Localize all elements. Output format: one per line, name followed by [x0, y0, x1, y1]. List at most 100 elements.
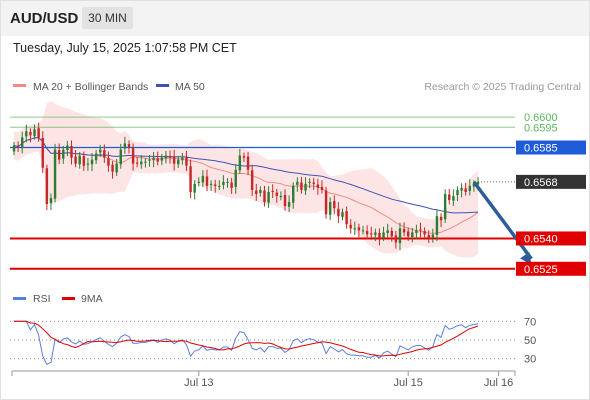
candle-body: [172, 156, 176, 164]
candle-body: [411, 232, 414, 238]
candle-body: [181, 157, 184, 161]
candle-body: [193, 183, 196, 193]
candle-body: [189, 166, 192, 192]
candle-body: [168, 156, 172, 158]
rsi-ma-legend-label: 9MA: [81, 293, 103, 305]
candle-body: [378, 233, 381, 239]
target-level-label: 0.6595: [524, 122, 558, 134]
last-price-label: 0.6568: [524, 177, 558, 189]
candle-body: [304, 183, 307, 191]
candle-body: [296, 181, 299, 185]
candle-body: [423, 230, 426, 235]
candle-body: [402, 228, 406, 233]
candle-body: [86, 163, 90, 165]
candle-body: [250, 170, 254, 190]
candle-body: [287, 202, 291, 207]
candle-body: [246, 156, 250, 170]
bollinger-band: [14, 101, 478, 258]
copyright-text: Research © 2025 Trading Central: [424, 81, 581, 93]
candle-body: [82, 156, 86, 166]
candle-body: [78, 155, 81, 165]
candle-body: [361, 230, 365, 232]
symbol-title: AUD/USD: [10, 10, 79, 27]
time-axis-label: Jul 16: [484, 377, 513, 389]
candle-body: [119, 149, 122, 165]
candle-body: [70, 146, 73, 158]
candle-body: [275, 192, 279, 197]
target-level-label: 0.6600: [524, 112, 558, 124]
rsi-line: [14, 320, 479, 365]
candle-body: [123, 143, 127, 149]
candle-body: [90, 159, 94, 165]
candle-body: [185, 156, 188, 166]
candle-body: [242, 156, 246, 158]
moving-averages: [13, 137, 479, 234]
candle-body: [115, 163, 118, 173]
candle-body: [456, 189, 459, 195]
rsi-ma-line: [14, 320, 479, 357]
candle-body: [353, 228, 357, 230]
candle-body: [66, 145, 69, 151]
candle-body: [255, 190, 258, 194]
ma50-legend-swatch: [156, 84, 169, 87]
candle-body: [300, 182, 303, 190]
candle-body: [41, 138, 44, 168]
candle-body: [37, 128, 40, 138]
candle-body: [374, 232, 377, 236]
candle-body: [328, 202, 332, 215]
resistance-level-tag: [516, 140, 586, 155]
candle-body: [312, 182, 315, 184]
candle-body: [29, 131, 32, 136]
candle-body: [448, 194, 451, 201]
support-level-tag: [516, 231, 586, 246]
candle-body: [394, 235, 398, 243]
candle-body: [144, 161, 147, 163]
trend-arrow: [472, 180, 533, 265]
candle-body: [213, 184, 217, 186]
candle-body: [177, 159, 180, 165]
candle-body: [390, 230, 393, 237]
candle-body: [439, 216, 443, 221]
rsi-tick-label: 70: [524, 316, 536, 328]
candle-body: [320, 186, 324, 190]
candle-body: [349, 224, 352, 229]
last-price-tag: [516, 174, 586, 189]
candle-body: [406, 231, 410, 237]
candle-body: [472, 183, 476, 187]
candle-body: [49, 198, 53, 204]
candle-body: [20, 137, 24, 149]
candle-body: [415, 230, 418, 233]
candle-body: [205, 176, 209, 186]
candle-body: [292, 185, 295, 203]
candle-body: [156, 158, 159, 162]
rsi-legend-label: RSI: [33, 293, 51, 305]
candle-body: [308, 181, 311, 183]
candle-body: [99, 149, 102, 153]
candle-body: [279, 196, 283, 198]
candle-body: [12, 145, 16, 152]
timeframe-badge[interactable]: 30 MIN: [82, 7, 133, 29]
candle-body: [222, 181, 225, 185]
support-level-tag: [516, 261, 586, 276]
candles: [12, 122, 480, 250]
candle-body: [267, 191, 270, 203]
candle-body: [324, 190, 328, 215]
candle-body: [271, 190, 274, 192]
candle-body: [33, 129, 36, 136]
candle-body: [62, 149, 65, 159]
candle-body: [94, 153, 98, 161]
candle-body: [283, 195, 287, 207]
candle-body: [140, 161, 143, 165]
candle-body: [152, 157, 155, 161]
candle-body: [127, 144, 131, 148]
candle-body: [316, 184, 320, 188]
candle-body: [464, 188, 467, 192]
candle-body: [238, 155, 242, 171]
time-axis-label: Jul 15: [394, 377, 423, 389]
candle-body: [164, 155, 168, 159]
candle-body: [160, 157, 164, 161]
ma20-legend-swatch: [13, 84, 26, 87]
time-axis-label: Jul 13: [184, 377, 213, 389]
